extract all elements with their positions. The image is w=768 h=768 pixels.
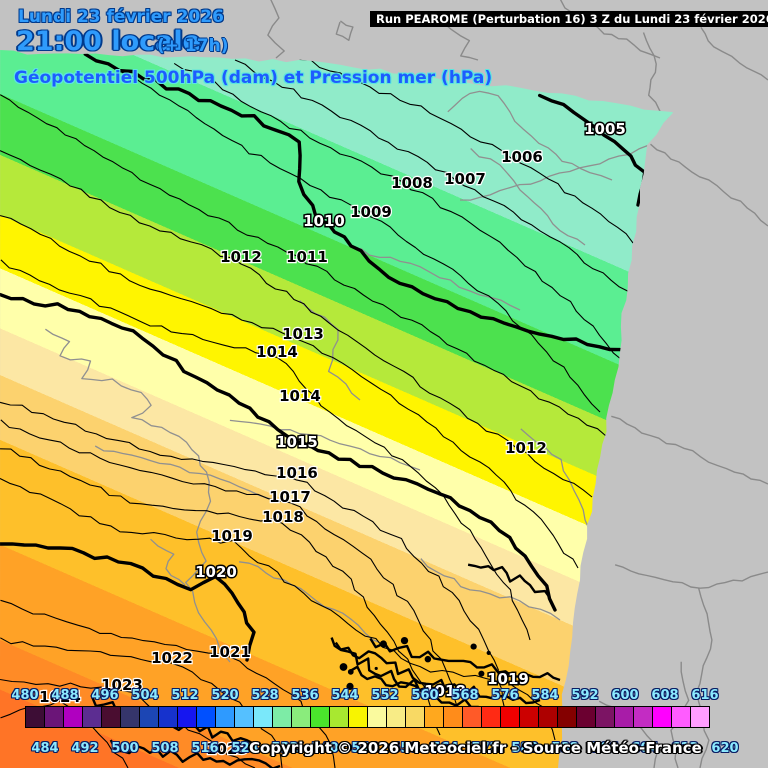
scale-value-top: 560 — [411, 688, 439, 703]
scale-value-top: 488 — [51, 688, 79, 703]
scale-value-top: 520 — [211, 688, 239, 703]
isobar-label: 1019 — [211, 527, 253, 545]
scale-value-top: 528 — [251, 688, 279, 703]
scale-value-top: 584 — [531, 688, 559, 703]
scale-value-bottom: 588 — [551, 741, 579, 756]
isobar-label: 1013 — [282, 325, 324, 343]
scale-value-bottom: 604 — [631, 741, 659, 756]
scale-value-bottom: 564 — [431, 741, 459, 756]
scale-value-top: 544 — [331, 688, 359, 703]
scale-value-bottom: 580 — [511, 741, 539, 756]
isobar-label: 1009 — [350, 203, 392, 221]
scale-value-top: 512 — [171, 688, 199, 703]
isobar-label: 1007 — [444, 170, 486, 188]
isobar-label: 1019 — [487, 670, 529, 688]
isobar-label: 1024 — [39, 688, 81, 706]
isobar-label: 1010 — [303, 212, 345, 230]
scale-value-bottom: 508 — [151, 741, 179, 756]
scale-value-bottom: 540 — [311, 741, 339, 756]
scale-value-bottom: 596 — [591, 741, 619, 756]
isobar-label: 1005 — [584, 120, 626, 138]
isobar-label: 1018 — [262, 508, 304, 526]
scale-value-bottom: 516 — [191, 741, 219, 756]
isobar-label: 1023 — [206, 740, 248, 758]
scale-value-top: 568 — [451, 688, 479, 703]
scale-value-bottom: 492 — [71, 741, 99, 756]
scale-value-top: 608 — [651, 688, 679, 703]
isobar-label: 1008 — [391, 174, 433, 192]
scale-value-bottom: 548 — [351, 741, 379, 756]
scale-value-top: 576 — [491, 688, 519, 703]
scale-value-bottom: 556 — [391, 741, 419, 756]
scale-value-bottom: 572 — [471, 741, 499, 756]
isobar-label: 1014 — [256, 343, 298, 361]
isobar-label: 1006 — [501, 148, 543, 166]
scale-value-bottom: 500 — [111, 741, 139, 756]
isobar-label: 1011 — [286, 248, 328, 266]
scale-value-top: 552 — [371, 688, 399, 703]
scale-value-top: 536 — [291, 688, 319, 703]
scale-value-top: 592 — [571, 688, 599, 703]
scale-value-top: 496 — [91, 688, 119, 703]
scale-value-bottom: 612 — [671, 741, 699, 756]
isobar-label: 1015 — [276, 433, 318, 451]
scale-value-top: 616 — [691, 688, 719, 703]
isobar-label: 1014 — [279, 387, 321, 405]
isobar-label: 1017 — [269, 488, 311, 506]
isobar-label: 1012 — [220, 248, 262, 266]
scale-value-bottom: 532 — [271, 741, 299, 756]
isobar-label: 1020 — [195, 563, 237, 581]
scale-value-bottom: 524 — [231, 741, 259, 756]
isobar-label: 1018 — [424, 682, 466, 700]
isobar-label: 1012 — [505, 439, 547, 457]
scale-value-top: 504 — [131, 688, 159, 703]
isobar-label: 1016 — [276, 464, 318, 482]
scale-value-bottom: 484 — [31, 741, 59, 756]
scale-value-top: 480 — [11, 688, 39, 703]
scale-value-top: 600 — [611, 688, 639, 703]
scale-value-bottom: 620 — [711, 741, 739, 756]
isobar-label: 1021 — [209, 643, 251, 661]
isobar-label: 1023 — [101, 676, 143, 694]
isobar-label: 1022 — [151, 649, 193, 667]
